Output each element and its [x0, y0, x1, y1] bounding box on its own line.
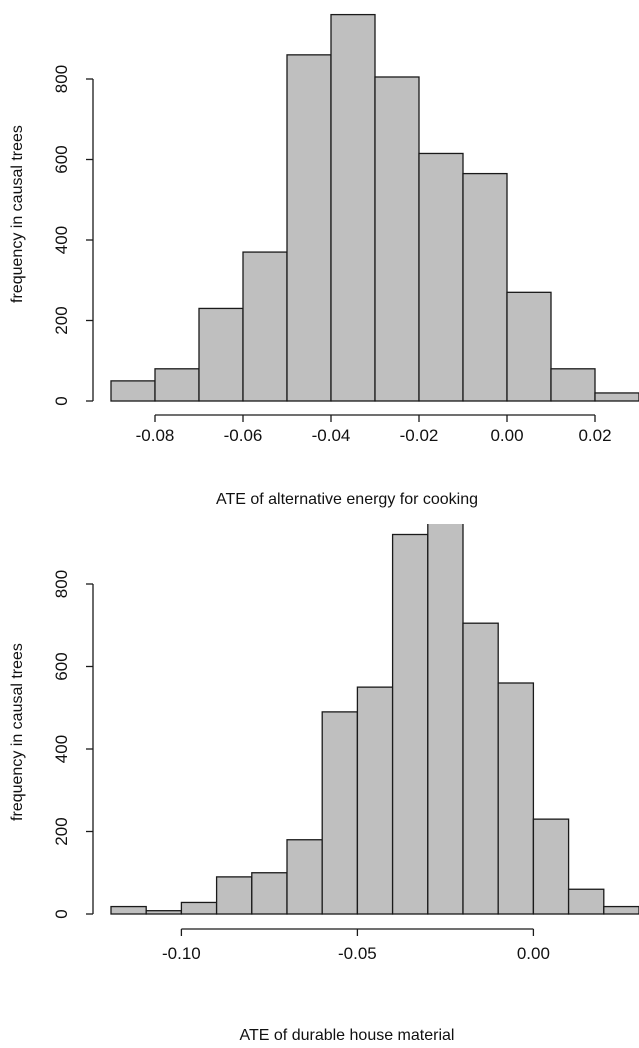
histogram-bar	[374, 76, 420, 402]
bars-group	[110, 524, 639, 915]
histogram-bar	[550, 368, 596, 402]
x-tick-label: 0.02	[578, 426, 611, 445]
x-tick-label: -0.06	[224, 426, 263, 445]
y-tick-label: 200	[52, 306, 71, 334]
histogram-bar	[594, 392, 639, 402]
histogram-bar	[321, 711, 359, 915]
x-tick-label: -0.04	[312, 426, 351, 445]
y-tick-label: 0	[52, 909, 71, 918]
histogram-bar	[110, 905, 147, 915]
y-tick-label: 800	[52, 570, 71, 598]
bars-group	[110, 13, 639, 402]
x-axis: -0.08 -0.06 -0.04 -0.02 0.00 0.02	[136, 414, 612, 445]
histogram-bar	[286, 54, 332, 402]
histogram-bar	[198, 307, 244, 402]
y-tick-label: 600	[52, 145, 71, 173]
y-axis: 0 200 400 600 800	[52, 65, 94, 406]
histogram-bar	[330, 13, 376, 402]
histogram-bar	[462, 622, 499, 915]
histogram-bar	[154, 368, 200, 402]
histogram-bar	[506, 291, 552, 402]
histogram-bar	[418, 152, 464, 402]
x-axis-title: ATE of alternative energy for cooking	[216, 491, 478, 508]
y-axis-title: frequency in causal trees	[9, 125, 26, 303]
histogram-bar	[251, 872, 288, 915]
histogram-bar	[391, 533, 429, 915]
histogram-bar	[427, 524, 464, 915]
y-tick-label: 800	[52, 65, 71, 93]
histogram-bar	[180, 901, 218, 915]
x-tick-label: -0.05	[338, 944, 377, 963]
y-tick-label: 400	[52, 735, 71, 763]
y-tick-label: 0	[52, 396, 71, 405]
x-tick-label: -0.02	[400, 426, 439, 445]
histogram-bar	[567, 888, 605, 915]
histogram-bar	[145, 910, 183, 915]
y-tick-label: 400	[52, 226, 71, 254]
histogram-bar	[497, 682, 535, 915]
histogram-bar	[286, 839, 323, 915]
x-tick-label: -0.10	[162, 944, 201, 963]
histogram-bar	[110, 380, 156, 402]
histogram-bar	[462, 172, 508, 402]
x-tick-label: -0.08	[136, 426, 175, 445]
histogram-bar	[215, 876, 253, 915]
histogram-bar	[356, 686, 394, 915]
histogram-bar	[242, 251, 288, 402]
histogram-bar	[532, 818, 570, 915]
x-tick-label: 0.00	[490, 426, 523, 445]
histogram-durable-house-material: 0 200 400 600 800 -0.10 -0.05 0.00 frequency i…	[9, 524, 639, 1044]
y-tick-label: 200	[52, 817, 71, 845]
x-axis-title: ATE of durable house material	[240, 1027, 455, 1044]
y-axis-title: frequency in causal trees	[9, 643, 26, 821]
x-axis: -0.10 -0.05 0.00	[162, 928, 550, 963]
histogram-alternative-energy: 0 200 400 600 800 -0.08 -0.06 -0.04 -0.02 0.00 0.…	[9, 13, 639, 508]
y-tick-label: 600	[52, 652, 71, 680]
histogram-bar	[603, 905, 639, 915]
x-tick-label: 0.00	[517, 944, 550, 963]
y-axis: 0 200 400 600 800	[52, 570, 94, 919]
